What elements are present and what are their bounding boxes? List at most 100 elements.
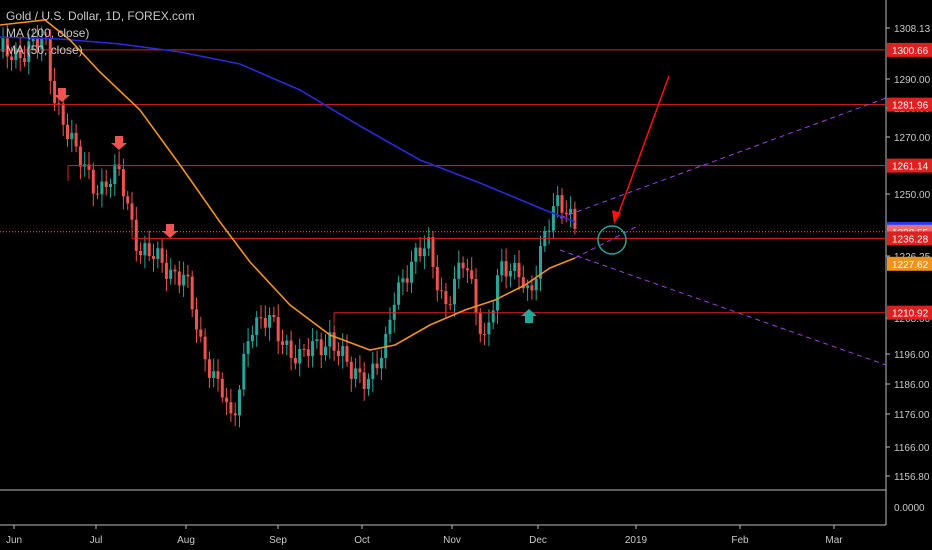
candle-body (422, 248, 426, 257)
candle-body (349, 361, 353, 379)
candle-body (354, 368, 358, 379)
candle-body (74, 132, 78, 147)
candle-body (487, 322, 491, 335)
candle-body (530, 285, 534, 291)
candle-body (539, 246, 542, 279)
candle-body (401, 278, 405, 283)
candle-body (293, 357, 297, 364)
candle-body (268, 315, 272, 328)
candle-body (246, 341, 250, 354)
candle-body (534, 278, 538, 291)
y-tick-label: 1270.00 (894, 133, 931, 144)
candle-body (216, 371, 220, 379)
candle-body (306, 349, 310, 357)
price-tag-label: 1227.62 (892, 260, 929, 271)
price-tag-1210.92 (887, 305, 932, 320)
candle-body (405, 278, 409, 283)
candle-body (121, 169, 125, 197)
candle-body (341, 346, 345, 356)
candle-body (48, 39, 52, 81)
ma200-line (0, 36, 576, 223)
ma50-legend[interactable]: MA (50, close) (6, 43, 83, 57)
candle-body (547, 230, 551, 232)
candle-body (319, 339, 323, 356)
candle-body (302, 348, 306, 350)
candle-body (315, 339, 319, 342)
candle-body (186, 274, 190, 277)
projection-line-upper (559, 97, 887, 219)
candle-body (255, 317, 259, 335)
candle-body (190, 276, 194, 310)
candle-body (311, 341, 315, 357)
candle-body (397, 282, 401, 305)
target-circle (597, 225, 627, 255)
symbol-title[interactable]: Gold / U.S. Dollar, 1D, FOREX.com (6, 9, 195, 23)
candle-body (10, 56, 14, 61)
price-tag-label: 1281.96 (892, 101, 929, 112)
candle-body (250, 334, 254, 342)
candle-body (478, 312, 482, 334)
candle-body (195, 309, 198, 330)
y-tick-label: 1156.80 (894, 472, 930, 483)
candle-body (573, 208, 577, 229)
candle-body (276, 317, 280, 342)
candle-body (242, 353, 246, 390)
price-tag-label: 1210.92 (892, 309, 929, 320)
x-tick-label-jun: Jun (6, 535, 22, 546)
candle-body (465, 268, 469, 271)
candle-body (70, 132, 74, 140)
candle-body (152, 256, 155, 259)
candle-body (100, 181, 104, 195)
indicator-axis-tick: 0.0000 (894, 503, 925, 514)
candle-body (238, 389, 241, 416)
ma200-legend[interactable]: MA (200, close) (6, 26, 90, 40)
sell-signal-arrow (162, 224, 178, 238)
projection-line-lower (559, 249, 887, 366)
candle-body (177, 271, 181, 286)
x-tick-label-dec: Dec (529, 535, 547, 546)
candle-body (470, 270, 474, 280)
candle-body (560, 195, 564, 213)
candle-body (324, 346, 327, 356)
candle-body (212, 371, 216, 378)
candle-body (156, 248, 160, 259)
candle-body (78, 146, 82, 167)
chart-legend: Gold / U.S. Dollar, 1D, FOREX.com MA (20… (6, 8, 195, 59)
x-tick-label-aug: Aug (177, 535, 195, 546)
candle-body (113, 164, 117, 185)
candle-body (483, 333, 487, 335)
candle-body (147, 243, 151, 257)
candle-body (126, 196, 130, 204)
candle-body (336, 350, 340, 356)
x-tick-label-feb: Feb (731, 535, 749, 546)
candle-body (130, 203, 134, 220)
candle-body (440, 290, 444, 292)
candle-body (87, 164, 91, 170)
candle-body (53, 80, 57, 104)
y-tick-label: 1250.00 (894, 190, 931, 201)
price-tag-label: 1261.14 (892, 162, 929, 173)
candle-body (18, 48, 22, 59)
candle-body (508, 270, 512, 277)
candle-body (388, 319, 392, 334)
candle-body (517, 262, 521, 278)
x-tick-label-2019: 2019 (625, 535, 648, 546)
candle-body (289, 340, 293, 358)
candle-body (298, 348, 302, 364)
candle-body (233, 413, 237, 416)
candle-body (414, 247, 418, 262)
y-tick-label: 1196.00 (894, 350, 930, 361)
candle-body (345, 346, 349, 362)
candle-body (375, 363, 379, 369)
candle-body (513, 262, 517, 271)
candle-body (14, 48, 18, 61)
sell-signal-arrow (111, 136, 127, 150)
candle-body (27, 41, 31, 62)
candle-body (23, 58, 26, 62)
y-tick-label: 1166.00 (894, 443, 930, 454)
sell-signal-arrow (54, 88, 70, 102)
candle-body (173, 269, 177, 272)
x-tick-label-nov: Nov (443, 535, 461, 546)
